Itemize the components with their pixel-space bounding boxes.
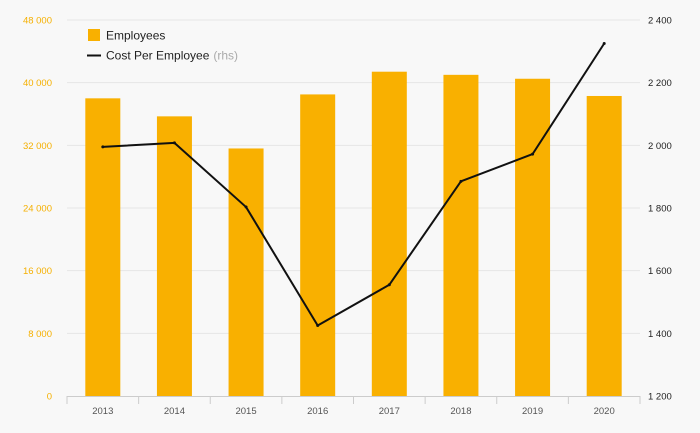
point-cost-per-employee-2015 [244, 205, 248, 209]
y-left-tick-label: 48 000 [23, 16, 52, 27]
x-tick-label: 2020 [594, 406, 615, 417]
bar-employees-2017 [371, 71, 407, 396]
y-right-tick-label: 2 200 [648, 78, 672, 89]
point-cost-per-employee-2014 [172, 141, 176, 145]
x-tick-label: 2013 [92, 406, 113, 417]
x-tick-label: 2014 [164, 406, 185, 417]
x-tick-label: 2016 [307, 406, 328, 417]
y-left-tick-label: 16 000 [23, 266, 52, 277]
bar-employees-2020 [586, 95, 622, 396]
y-left-tick-label: 0 [47, 392, 52, 403]
y-right-tick-label: 2 400 [648, 16, 672, 27]
y-right-tick-label: 2 000 [648, 141, 672, 152]
gridlines [67, 19, 640, 334]
x-tick-label: 2018 [450, 406, 471, 417]
y-right-tick-label: 1 200 [648, 392, 672, 403]
legend-swatch-employees [88, 29, 100, 41]
x-tick-label: 2015 [235, 406, 256, 417]
y-right-tick-label: 1 800 [648, 204, 672, 215]
y-left-tick-label: 40 000 [23, 78, 52, 89]
bar-employees-2019 [515, 78, 551, 396]
legend: Employees Cost Per Employee (rhs) [87, 29, 238, 63]
bar-employees-2013 [85, 98, 121, 396]
y-left-tick-label: 32 000 [23, 141, 52, 152]
bar-series-employees [85, 71, 622, 397]
legend-label-cost-name: Cost Per Employee [106, 49, 210, 63]
y-left-tick-label: 8 000 [28, 329, 52, 340]
y-left-tick-label: 24 000 [23, 204, 52, 215]
point-cost-per-employee-2018 [459, 179, 463, 183]
legend-label-cost-per-employee: Cost Per Employee (rhs) [106, 49, 238, 63]
y-right-tick-label: 1 400 [648, 329, 672, 340]
line-series-cost-per-employee [101, 42, 606, 327]
point-cost-per-employee-2017 [387, 283, 391, 287]
y-right-tick-label: 1 600 [648, 266, 672, 277]
bar-employees-2018 [443, 74, 479, 396]
point-cost-per-employee-2019 [531, 152, 535, 156]
x-tick-label: 2017 [379, 406, 400, 417]
line-cost-per-employee [102, 42, 606, 327]
bar-employees-2016 [300, 94, 336, 397]
axes: 0 8 000 16 000 24 000 32 000 40 000 48 000 1 20… [23, 16, 672, 418]
bar-employees-2015 [228, 148, 264, 396]
legend-label-employees: Employees [106, 29, 165, 43]
bar-employees-2014 [156, 116, 192, 396]
point-cost-per-employee-2020 [602, 42, 606, 45]
legend-label-rhs-suffix: (rhs) [213, 49, 238, 63]
point-cost-per-employee-2016 [316, 324, 320, 327]
point-cost-per-employee-2013 [101, 145, 105, 149]
x-tick-label: 2019 [522, 406, 543, 417]
